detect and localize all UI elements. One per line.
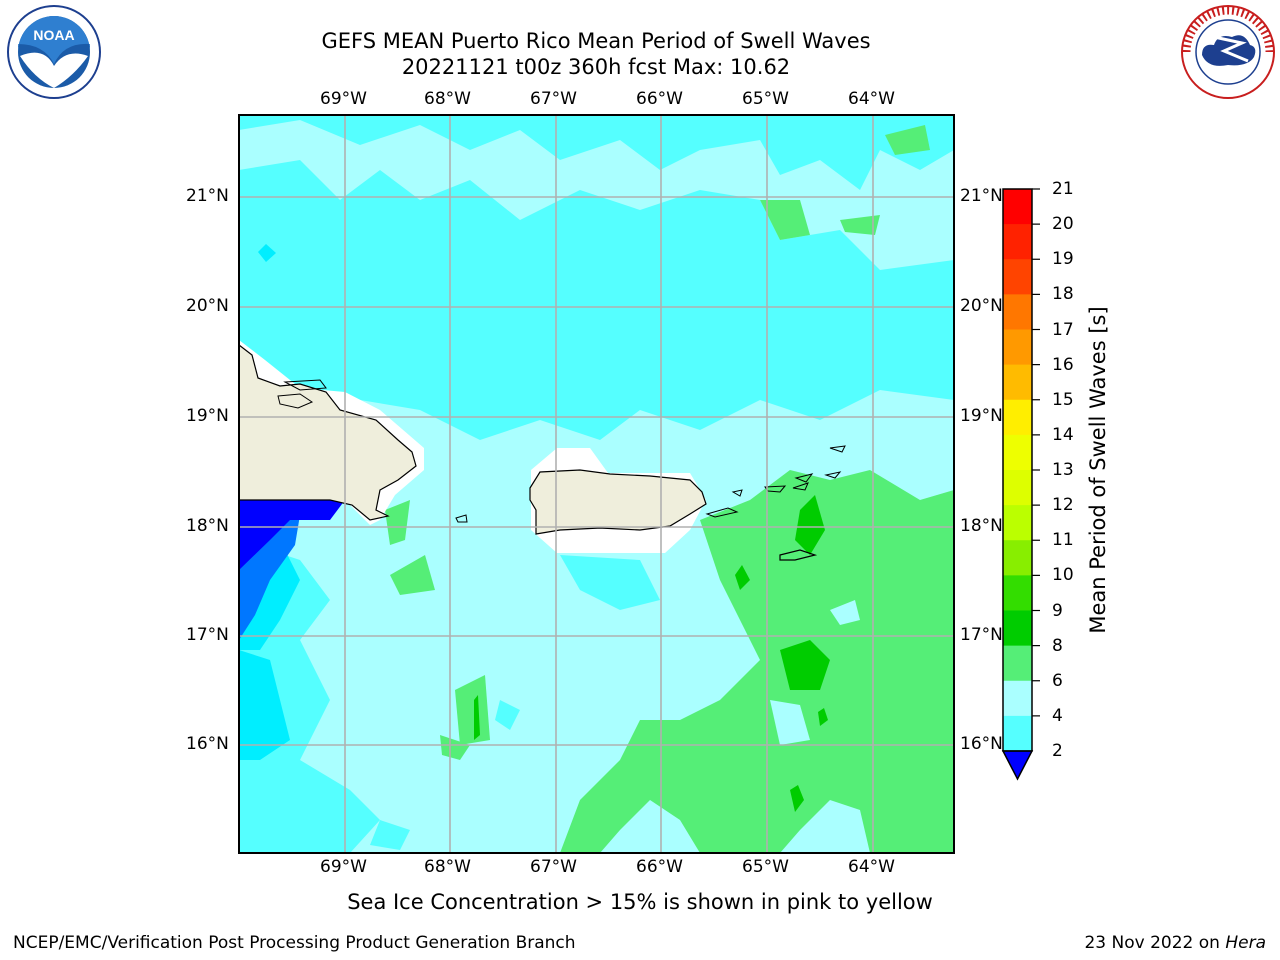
colorbar-segment <box>1003 259 1032 295</box>
colorbar-tick-label: 15 <box>1052 389 1074 410</box>
lat-label-right: 16°N <box>960 734 1002 754</box>
colorbar-tick-label: 16 <box>1052 354 1074 375</box>
map-frame <box>238 114 955 854</box>
footer-credit: NCEP/EMC/Verification Post Processing Pr… <box>13 933 576 953</box>
colorbar-segment <box>1003 224 1032 260</box>
colorbar-segment <box>1003 189 1032 225</box>
colorbar-tick-label: 9 <box>1052 600 1063 621</box>
colorbar-tick-label: 14 <box>1052 424 1074 445</box>
lat-label-left: 18°N <box>186 516 229 536</box>
colorbar-tick-label: 12 <box>1052 495 1074 516</box>
graticule <box>239 115 954 853</box>
lon-label-top: 66°W <box>636 89 683 109</box>
lon-label-top: 69°W <box>320 89 367 109</box>
colorbar-segment <box>1003 645 1032 682</box>
colorbar-segment <box>1003 399 1032 436</box>
lat-label-left: 21°N <box>186 186 229 206</box>
lon-label-bottom: 64°W <box>848 857 895 877</box>
colorbar-title: Mean Period of Swell Waves [s] <box>1086 306 1110 634</box>
lon-label-top: 65°W <box>742 89 789 109</box>
colorbar-segment <box>1003 294 1032 330</box>
lat-label-right: 20°N <box>960 296 1002 316</box>
noaa-logo: NOAA <box>7 5 101 99</box>
map-title: GEFS MEAN Puerto Rico Mean Period of Swe… <box>321 29 871 53</box>
lat-label-right: 18°N <box>960 516 1002 536</box>
colorbar-tick-label: 19 <box>1052 249 1074 270</box>
colorbar-tick-label: 20 <box>1052 214 1074 235</box>
sea-ice-note: Sea Ice Concentration > 15% is shown in … <box>347 890 933 914</box>
colorbar-segment <box>1003 505 1032 541</box>
svg-text:NOAA: NOAA <box>33 27 74 43</box>
colorbar-tick-label: 18 <box>1052 284 1074 305</box>
lat-label-left: 16°N <box>186 734 229 754</box>
colorbar-segment <box>1003 470 1032 506</box>
colorbar-segment <box>1003 680 1032 717</box>
colorbar-segment <box>1003 434 1032 471</box>
lat-label-right: 21°N <box>960 186 1002 206</box>
lat-label-left: 20°N <box>186 296 229 316</box>
lon-label-top: 67°W <box>530 89 577 109</box>
colorbar-tick-label: 21 <box>1052 179 1074 199</box>
lon-label-top: 68°W <box>424 89 471 109</box>
colorbar-tick-label: 6 <box>1052 670 1063 691</box>
lat-label-left: 17°N <box>186 625 229 645</box>
colorbar-segment <box>1003 575 1032 611</box>
nws-logo <box>1181 5 1275 99</box>
colorbar-segment <box>1003 610 1032 647</box>
colorbar-segment <box>1003 540 1032 576</box>
colorbar-tick-label: 17 <box>1052 319 1074 340</box>
colorbar-tick-label: 10 <box>1052 565 1074 586</box>
lon-label-top: 64°W <box>848 89 895 109</box>
colorbar-segment <box>1003 364 1032 401</box>
colorbar-segment <box>1003 329 1032 366</box>
colorbar-extension <box>1001 750 1034 781</box>
lon-label-bottom: 67°W <box>530 857 577 877</box>
colorbar-tick-label: 2 <box>1052 741 1063 761</box>
footer-date: 23 Nov 2022 on Hera <box>1084 933 1266 953</box>
lat-label-left: 19°N <box>186 406 229 426</box>
lon-label-bottom: 69°W <box>320 857 367 877</box>
lon-label-bottom: 68°W <box>424 857 471 877</box>
colorbar <box>1001 188 1040 781</box>
lon-label-bottom: 66°W <box>636 857 683 877</box>
colorbar-tick-label: 11 <box>1052 530 1074 551</box>
colorbar-tick-label: 13 <box>1052 460 1074 480</box>
lon-label-bottom: 65°W <box>742 857 789 877</box>
map-subtitle: 20221121 t00z 360h fcst Max: 10.62 <box>401 55 791 79</box>
lat-label-right: 17°N <box>960 625 1002 645</box>
colorbar-tick-label: 4 <box>1052 705 1063 726</box>
colorbar-segment <box>1003 715 1032 752</box>
colorbar-tick-label: 8 <box>1052 635 1063 656</box>
lat-label-right: 19°N <box>960 406 1002 426</box>
